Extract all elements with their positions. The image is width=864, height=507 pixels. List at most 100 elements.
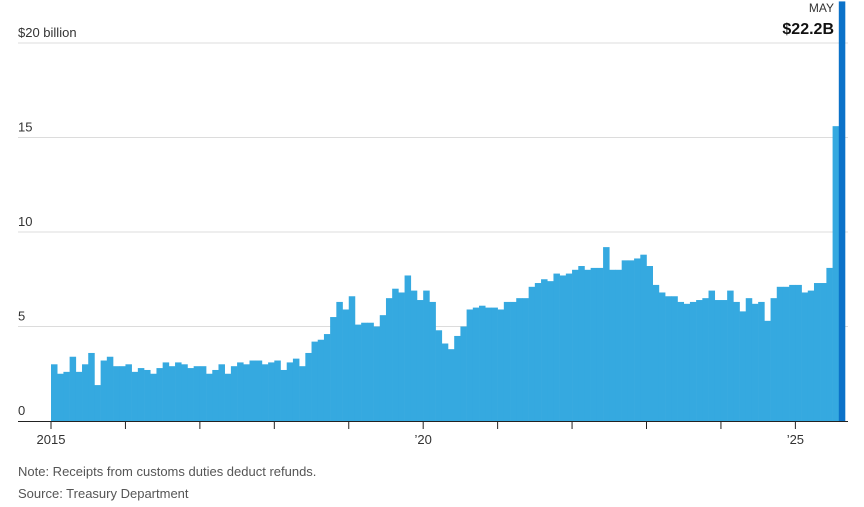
bar xyxy=(429,301,436,421)
bar xyxy=(156,368,163,421)
bar xyxy=(801,292,809,421)
bar xyxy=(292,358,300,421)
bar xyxy=(286,362,294,421)
bar xyxy=(82,364,89,421)
bar xyxy=(479,305,486,421)
bar xyxy=(317,339,325,421)
bar xyxy=(268,362,275,421)
bar xyxy=(379,315,387,421)
bar xyxy=(75,371,83,421)
bar xyxy=(646,266,653,421)
bar xyxy=(168,366,176,421)
axis-labels: $20 billion 15 10 5 0 2015 ’20 ’25 xyxy=(18,25,804,447)
bar xyxy=(57,373,64,421)
bar xyxy=(336,301,343,421)
y-tick-label: 5 xyxy=(18,309,25,324)
bar xyxy=(745,298,753,421)
bar xyxy=(181,364,188,421)
bar xyxy=(739,311,747,421)
bar xyxy=(280,369,288,421)
bar xyxy=(621,260,629,421)
bar xyxy=(789,284,796,421)
bar xyxy=(522,298,529,421)
chart-note: Note: Receipts from customs duties deduc… xyxy=(18,464,317,479)
bar xyxy=(261,364,269,421)
bar xyxy=(770,298,778,421)
bar xyxy=(658,292,666,421)
bar xyxy=(373,326,381,421)
bar xyxy=(720,300,728,421)
bar xyxy=(528,286,536,421)
customs-receipts-chart: $20 billion 15 10 5 0 2015 ’20 ’25 MAY $22.2B xyxy=(18,1,848,447)
bar xyxy=(342,309,350,421)
bar xyxy=(702,298,709,421)
y-tick-label: 0 xyxy=(18,403,25,418)
bar xyxy=(466,309,474,421)
bar xyxy=(751,303,759,421)
bar xyxy=(590,267,598,421)
callout-month: MAY xyxy=(809,1,834,15)
bar xyxy=(758,301,765,421)
bar xyxy=(299,366,306,421)
bar xyxy=(361,322,368,421)
bar xyxy=(634,258,641,421)
x-tick-label: ’20 xyxy=(415,432,432,447)
bar xyxy=(714,300,722,421)
bar xyxy=(113,366,120,421)
bar xyxy=(795,284,802,421)
bar xyxy=(348,296,356,421)
bar xyxy=(94,385,101,421)
bar xyxy=(193,366,201,421)
bar xyxy=(603,247,610,421)
bar xyxy=(162,362,170,421)
bar xyxy=(565,273,573,421)
bar xyxy=(255,360,263,421)
bar xyxy=(323,334,331,421)
bar xyxy=(398,292,405,421)
bar xyxy=(454,335,461,421)
y-tick-label: $20 billion xyxy=(18,25,77,40)
bar xyxy=(807,290,815,421)
bar xyxy=(63,371,70,421)
bar xyxy=(665,296,672,421)
bar xyxy=(572,269,579,421)
bar xyxy=(497,309,505,421)
bar xyxy=(627,260,635,421)
bar xyxy=(826,267,833,421)
bar xyxy=(460,326,467,421)
bar xyxy=(100,360,108,421)
bar xyxy=(782,286,790,421)
bar xyxy=(410,290,418,421)
bar xyxy=(330,317,337,421)
bar xyxy=(448,349,455,421)
bar xyxy=(727,290,734,421)
bar xyxy=(385,298,393,421)
bar xyxy=(485,307,492,421)
bar xyxy=(776,286,784,421)
bar xyxy=(218,364,225,421)
bar xyxy=(813,283,821,421)
bar xyxy=(274,360,281,421)
bar xyxy=(708,290,716,421)
bar xyxy=(547,281,554,421)
bar xyxy=(206,373,213,421)
bar xyxy=(137,368,145,421)
bar xyxy=(596,267,604,421)
chart-source: Source: Treasury Department xyxy=(18,486,189,501)
bar xyxy=(125,364,132,421)
bar xyxy=(677,301,685,421)
bar xyxy=(249,360,256,421)
bar xyxy=(683,303,691,421)
bar xyxy=(367,322,374,421)
bar xyxy=(131,371,139,421)
x-axis xyxy=(18,421,848,429)
bar xyxy=(534,283,542,421)
bar xyxy=(652,284,660,421)
bar xyxy=(609,269,616,421)
bar xyxy=(541,279,548,421)
bar xyxy=(230,366,238,421)
y-tick-label: 15 xyxy=(18,120,32,135)
bar xyxy=(199,366,207,421)
bar xyxy=(689,301,697,421)
bar xyxy=(696,300,703,421)
